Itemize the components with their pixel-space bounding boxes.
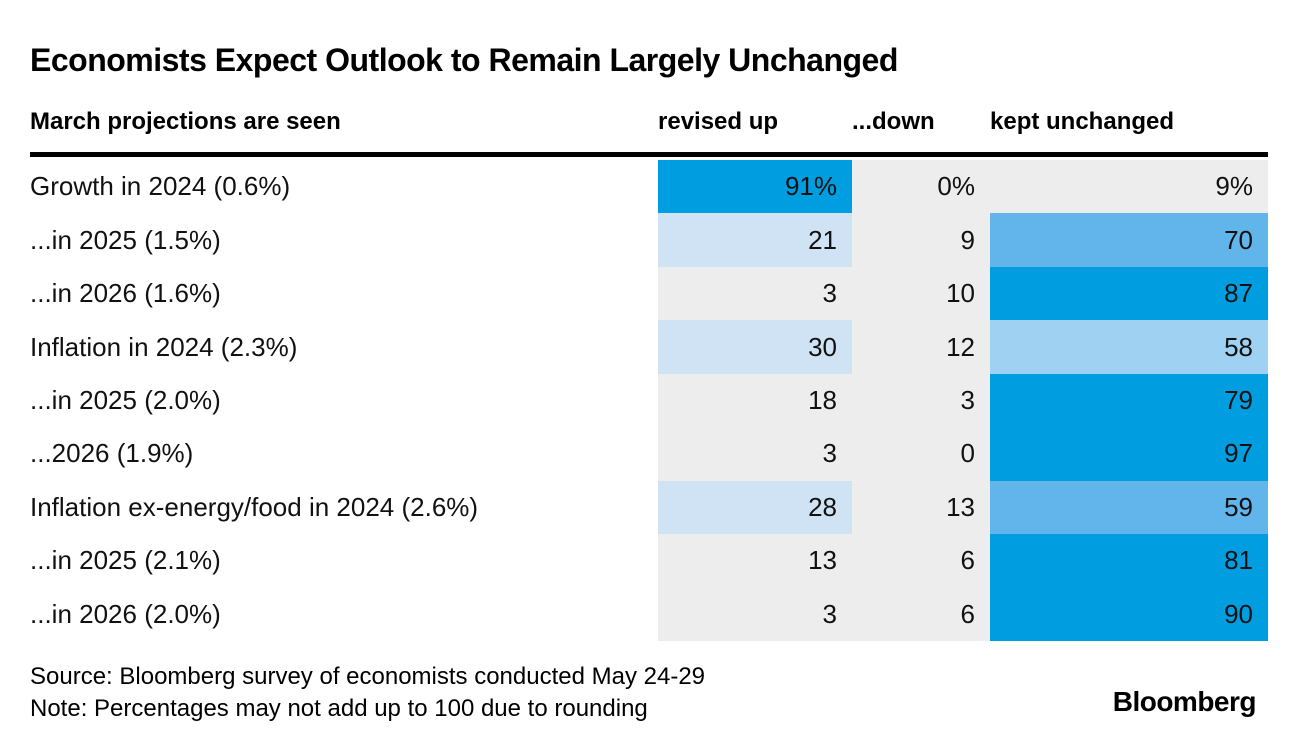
heatmap-cell: 3 bbox=[852, 373, 990, 428]
heatmap-cell: 90 bbox=[990, 587, 1268, 641]
heatmap-cell: 10 bbox=[852, 266, 990, 321]
row-label: ...2026 (1.9%) bbox=[30, 438, 194, 469]
row-label: Growth in 2024 (0.6%) bbox=[30, 171, 291, 202]
row-label: ...in 2026 (2.0%) bbox=[30, 598, 221, 629]
table-row: ...in 2025 (2.0%) 18 3 79 bbox=[30, 373, 1268, 428]
heatmap-cell: 28 bbox=[658, 480, 852, 535]
row-label: Inflation ex-energy/food in 2024 (2.6%) bbox=[30, 491, 479, 522]
heatmap-cell: 87 bbox=[990, 266, 1268, 321]
heatmap-cell: 0% bbox=[852, 160, 990, 214]
heatmap-cell: 79 bbox=[990, 373, 1268, 428]
heatmap-cell: 6 bbox=[852, 534, 990, 588]
heatmap-cell: 6 bbox=[852, 587, 990, 641]
heatmap-cell: 18 bbox=[658, 373, 852, 428]
heatmap-cell: 3 bbox=[658, 266, 852, 321]
row-axis-header: March projections are seen bbox=[30, 108, 341, 135]
source-line: Source: Bloomberg survey of economists c… bbox=[30, 663, 706, 690]
heatmap-cell: 0 bbox=[852, 427, 990, 481]
table-body: Growth in 2024 (0.6%) 91% 0% 9% ...in 2025 (… bbox=[30, 160, 1268, 641]
note-line: Note: Percentages may not add up to 100 … bbox=[30, 695, 648, 722]
heatmap-cell: 81 bbox=[990, 534, 1268, 588]
row-label: ...in 2025 (1.5%) bbox=[30, 224, 221, 255]
table-row: ...in 2026 (1.6%) 3 10 87 bbox=[30, 266, 1268, 321]
table-header-row: March projections are seen revised up ..… bbox=[30, 108, 1268, 136]
bloomberg-logo: Bloomberg bbox=[1112, 686, 1257, 717]
column-header-kept-unchanged: kept unchanged bbox=[990, 108, 1175, 135]
heatmap-cell: 91% bbox=[658, 160, 852, 214]
chart-title: Economists Expect Outlook to Remain Larg… bbox=[30, 42, 898, 78]
table-row: Growth in 2024 (0.6%) 91% 0% 9% bbox=[30, 160, 1268, 214]
heatmap-cell: 13 bbox=[852, 480, 990, 535]
table-row: Inflation ex-energy/food in 2024 (2.6%) 2… bbox=[30, 480, 1268, 535]
heatmap-cell: 9 bbox=[852, 213, 990, 267]
table-row: ...in 2025 (2.1%) 13 6 81 bbox=[30, 534, 1268, 588]
table-row: ...in 2025 (1.5%) 21 9 70 bbox=[30, 213, 1268, 267]
header-divider-rule bbox=[30, 152, 1268, 157]
heatmap-cell: 3 bbox=[658, 427, 852, 481]
heatmap-cell: 58 bbox=[990, 320, 1268, 374]
row-label: ...in 2025 (2.0%) bbox=[30, 384, 221, 415]
heatmap-cell: 21 bbox=[658, 213, 852, 267]
row-label: ...in 2026 (1.6%) bbox=[30, 278, 221, 309]
table-row: ...2026 (1.9%) 3 0 97 bbox=[30, 427, 1268, 481]
heatmap-cell: 13 bbox=[658, 534, 852, 588]
row-label: Inflation in 2024 (2.3%) bbox=[30, 331, 298, 362]
row-label: ...in 2025 (2.1%) bbox=[30, 545, 221, 576]
heatmap-cell: 3 bbox=[658, 587, 852, 641]
table-row: Inflation in 2024 (2.3%) 30 12 58 bbox=[30, 320, 1268, 374]
column-header-down: ...down bbox=[852, 108, 935, 135]
heatmap-cell: 30 bbox=[658, 320, 852, 374]
heatmap-cell: 12 bbox=[852, 320, 990, 374]
heatmap-cell: 9% bbox=[990, 160, 1268, 214]
heatmap-cell: 97 bbox=[990, 427, 1268, 481]
heatmap-cell: 59 bbox=[990, 480, 1268, 535]
column-header-revised-up: revised up bbox=[658, 108, 779, 135]
table-row: ...in 2026 (2.0%) 3 6 90 bbox=[30, 587, 1268, 641]
heatmap-cell: 70 bbox=[990, 213, 1268, 267]
